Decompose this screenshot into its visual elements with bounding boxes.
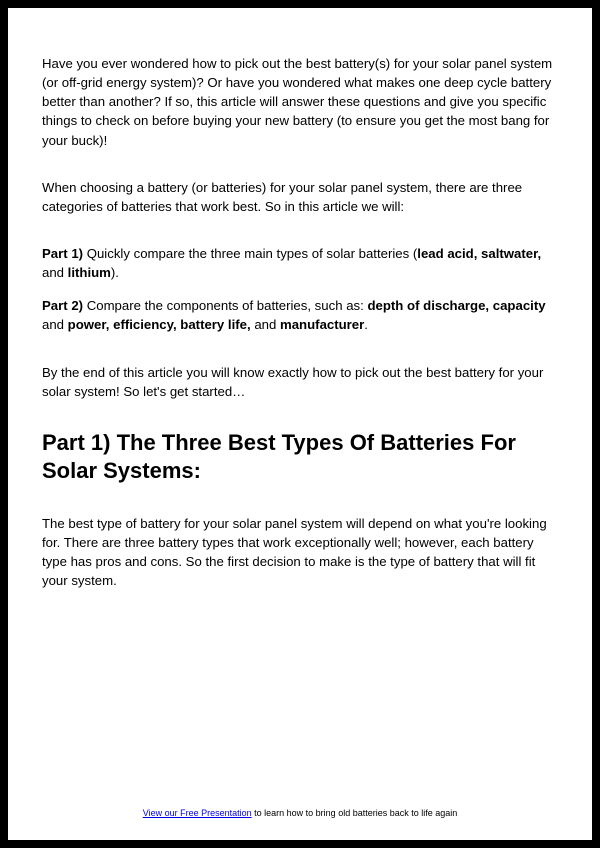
part2-mid-2: and bbox=[251, 317, 280, 332]
footer-tail-text: to learn how to bring old batteries back… bbox=[252, 808, 458, 818]
part1-bold-2: lithium bbox=[68, 265, 111, 280]
footer-link[interactable]: View our Free Presentation bbox=[143, 808, 252, 818]
part1-summary-line: Part 1) Quickly compare the three main t… bbox=[42, 244, 558, 282]
part1-after: ). bbox=[111, 265, 119, 280]
part2-label: Part 2) bbox=[42, 298, 83, 313]
part1-text-before: Quickly compare the three main types of … bbox=[83, 246, 417, 261]
footer: View our Free Presentation to learn how … bbox=[8, 808, 592, 818]
body-paragraph-after-heading: The best type of battery for your solar … bbox=[42, 514, 558, 591]
part2-bold-3: manufacturer bbox=[280, 317, 364, 332]
document-content: Have you ever wondered how to pick out t… bbox=[22, 22, 578, 591]
intro-paragraph-1: Have you ever wondered how to pick out t… bbox=[42, 54, 558, 150]
intro-paragraph-2: When choosing a battery (or batteries) f… bbox=[42, 178, 558, 216]
part2-bold-2: power, efficiency, battery life, bbox=[68, 317, 251, 332]
part2-mid-1: and bbox=[42, 317, 68, 332]
part2-summary-line: Part 2) Compare the components of batter… bbox=[42, 296, 558, 334]
page-border: Have you ever wondered how to pick out t… bbox=[0, 0, 600, 848]
part1-mid: and bbox=[42, 265, 68, 280]
part2-after: . bbox=[364, 317, 368, 332]
part1-label: Part 1) bbox=[42, 246, 83, 261]
part1-bold-1: lead acid, saltwater, bbox=[417, 246, 541, 261]
part2-bold-1: depth of discharge, capacity bbox=[367, 298, 545, 313]
closing-paragraph: By the end of this article you will know… bbox=[42, 363, 558, 401]
section-heading-part1: Part 1) The Three Best Types Of Batterie… bbox=[42, 429, 558, 486]
part2-text-before: Compare the components of batteries, suc… bbox=[83, 298, 367, 313]
